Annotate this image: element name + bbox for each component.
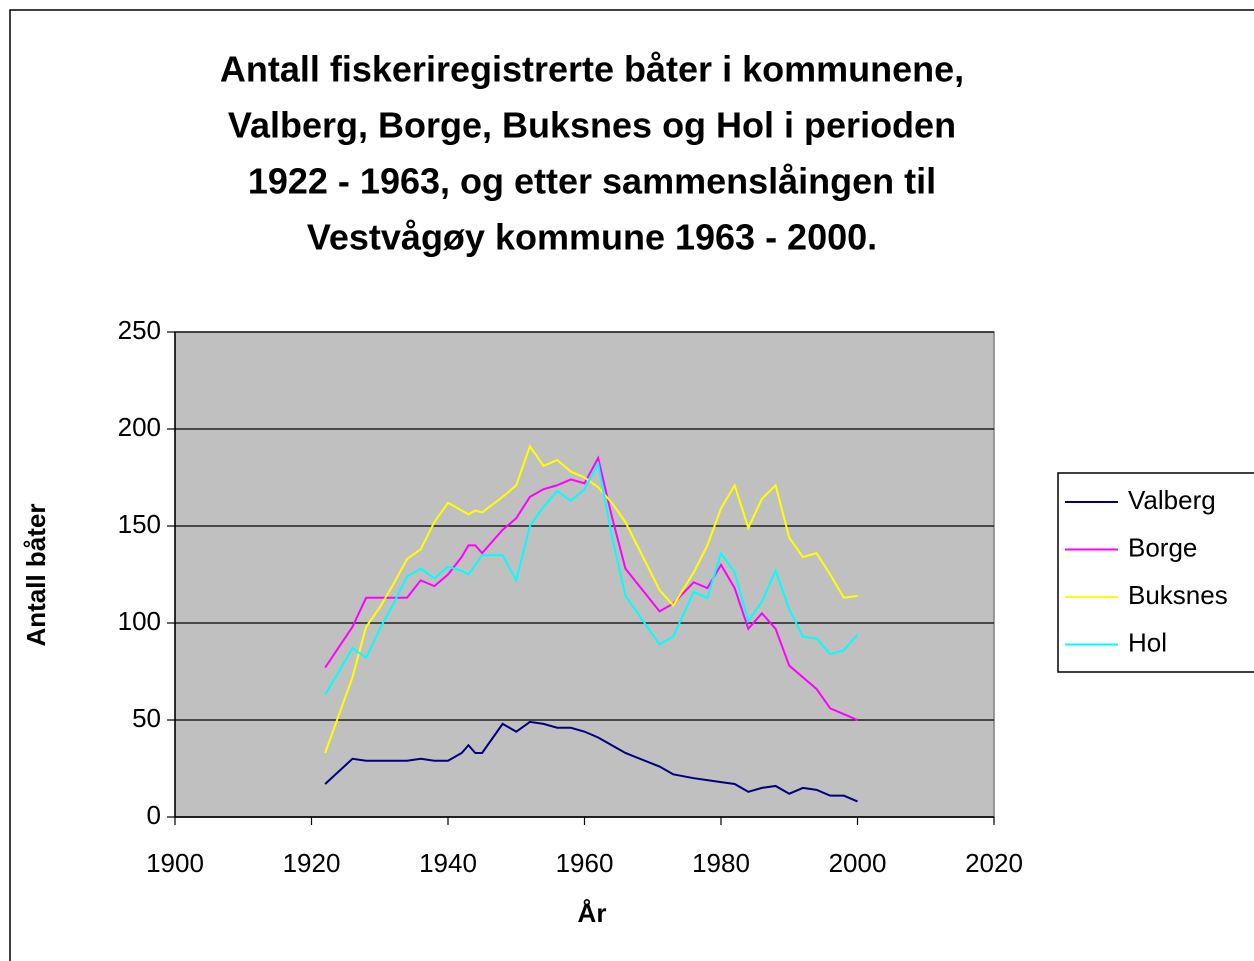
series-line xyxy=(324,720,858,803)
y-tick-label: 250 xyxy=(118,315,161,345)
legend-label: Valberg xyxy=(1128,485,1216,515)
chart-title: Valberg, Borge, Buksnes og Hol i periode… xyxy=(228,105,956,146)
chart-title: Antall fiskeriregistrerte båter i kommun… xyxy=(220,49,964,90)
plot-area xyxy=(174,331,995,818)
y-tick-label: 200 xyxy=(118,412,161,442)
y-tick-label: 0 xyxy=(147,800,161,830)
legend xyxy=(1057,472,1254,673)
chart-title: 1922 - 1963, og etter sammenslåingen til xyxy=(248,161,936,202)
series-line xyxy=(324,444,858,754)
x-tick-label: 2020 xyxy=(965,848,1023,878)
x-tick-label: 1980 xyxy=(692,848,750,878)
x-tick-label: 2000 xyxy=(829,848,887,878)
chart-title: Vestvågøy kommune 1963 - 2000. xyxy=(307,217,877,258)
x-tick-label: 1920 xyxy=(283,848,341,878)
series-line xyxy=(324,460,859,696)
legend-label: Borge xyxy=(1128,532,1197,562)
x-axis-label: År xyxy=(578,898,607,928)
y-axis-label: Antall båter xyxy=(21,503,51,646)
series-line xyxy=(324,455,858,721)
x-tick-label: 1940 xyxy=(419,848,477,878)
legend-label: Buksnes xyxy=(1128,580,1228,610)
y-tick-label: 50 xyxy=(132,703,161,733)
legend-label: Hol xyxy=(1128,627,1167,657)
x-tick-label: 1960 xyxy=(556,848,614,878)
x-tick-label: 1900 xyxy=(146,848,204,878)
y-tick-label: 100 xyxy=(118,606,161,636)
y-tick-label: 150 xyxy=(118,509,161,539)
